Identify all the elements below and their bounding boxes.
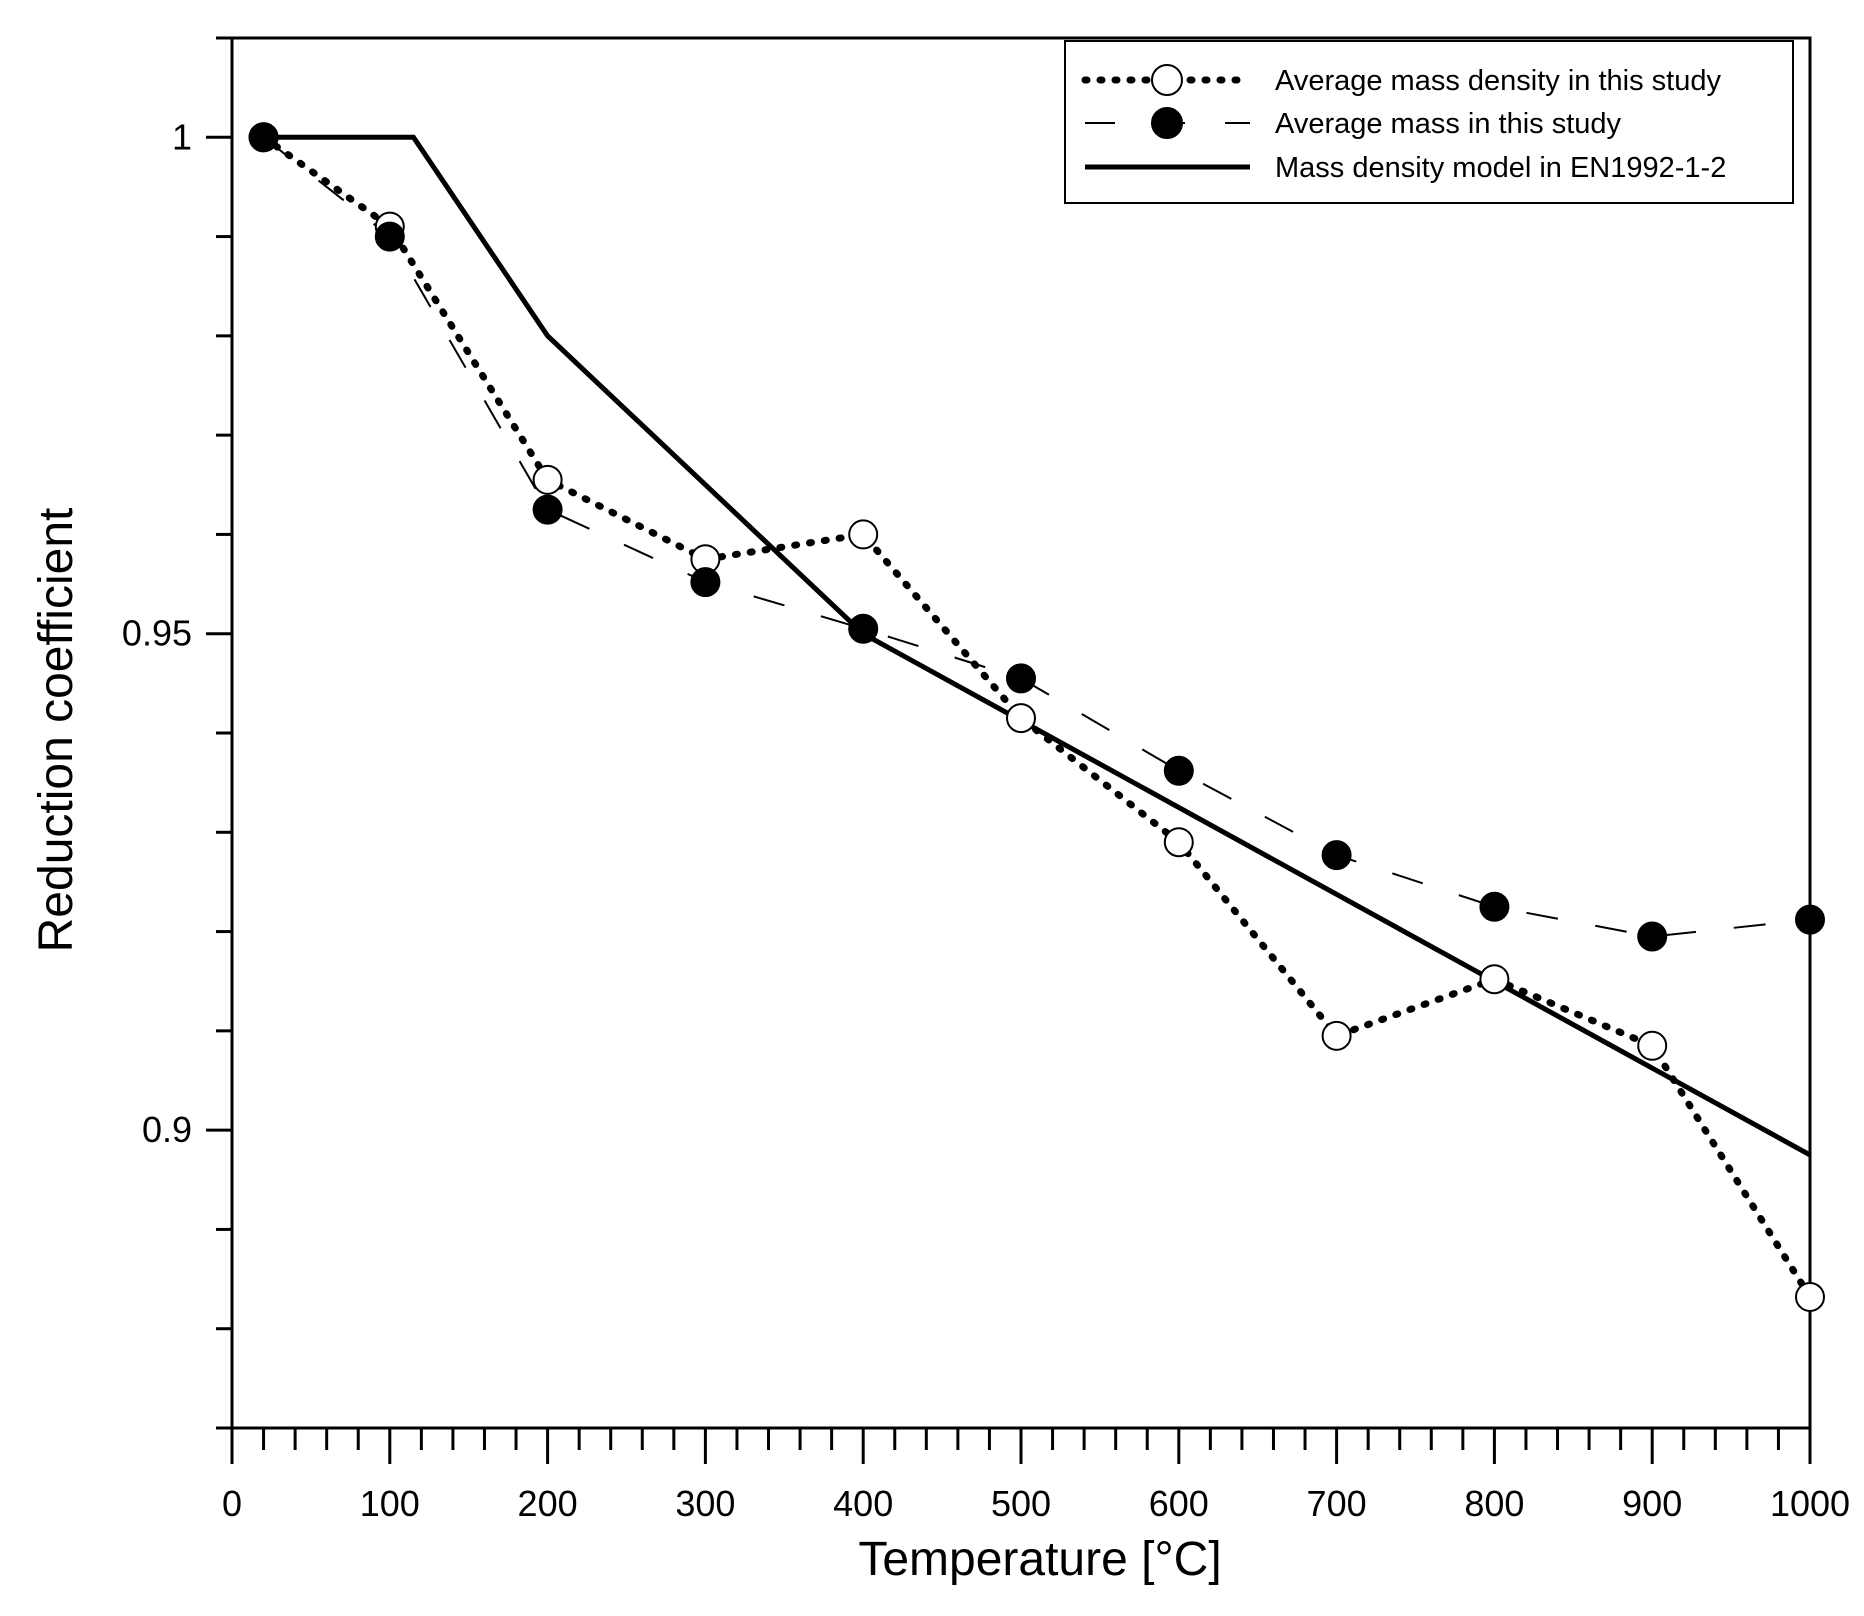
series-line-0 (260, 133, 1814, 1301)
x-tick-label: 200 (518, 1483, 578, 1524)
series-0-point (1321, 1020, 1352, 1051)
series-line-2 (263, 134, 1812, 1158)
legend-label-mass: Average mass in this study (1275, 108, 1622, 140)
series-1-point (248, 122, 279, 153)
series-1-point (532, 494, 563, 525)
series-1-point (1637, 921, 1668, 952)
legend-box (1064, 40, 1794, 204)
y-tick-label: 0.95 (122, 613, 192, 654)
legend-label-density: Average mass density in this study (1275, 65, 1721, 97)
series-0-point (1637, 1030, 1668, 1061)
x-tick-label: 800 (1464, 1483, 1524, 1524)
series-1-point (690, 567, 721, 598)
x-tick-label: 700 (1307, 1483, 1367, 1524)
x-tick-label: 0 (222, 1483, 242, 1524)
x-axis-title: Temperature [°C] (858, 1533, 1221, 1586)
series-0-point (1006, 703, 1036, 734)
series-0-point (1479, 964, 1510, 995)
series-1-point (1321, 840, 1352, 871)
y-tick-label: 0.9 (142, 1109, 192, 1150)
legend: Average mass density in this study Avera… (1064, 40, 1794, 204)
x-tick-label: 600 (1149, 1483, 1209, 1524)
series-0-point (848, 519, 879, 550)
series-1-point (374, 221, 405, 252)
legend-marker-mass (1151, 107, 1183, 139)
series-0-point (1795, 1281, 1825, 1312)
y-axis-title: Reduction coefficient (30, 508, 83, 953)
x-tick-label: 100 (360, 1483, 420, 1524)
series-1-point (1795, 904, 1825, 935)
series-line-1 (262, 136, 1811, 938)
x-tick-label: 500 (991, 1483, 1051, 1524)
series-1-point (1479, 891, 1510, 922)
series-1-point (1163, 755, 1194, 786)
legend-label-model: Mass density model in EN1992-1-2 (1275, 152, 1726, 184)
legend-marker-density (1151, 64, 1183, 96)
x-tick-label: 1000 (1770, 1483, 1850, 1524)
series-0-point (532, 464, 563, 495)
x-tick-label: 300 (675, 1483, 735, 1524)
x-tick-label: 400 (833, 1483, 893, 1524)
series-1-point (848, 613, 879, 644)
x-tick-label: 900 (1622, 1483, 1682, 1524)
y-tick-label: 1 (172, 116, 192, 157)
series-1-point (1006, 663, 1036, 694)
series-0-point (1163, 827, 1194, 858)
